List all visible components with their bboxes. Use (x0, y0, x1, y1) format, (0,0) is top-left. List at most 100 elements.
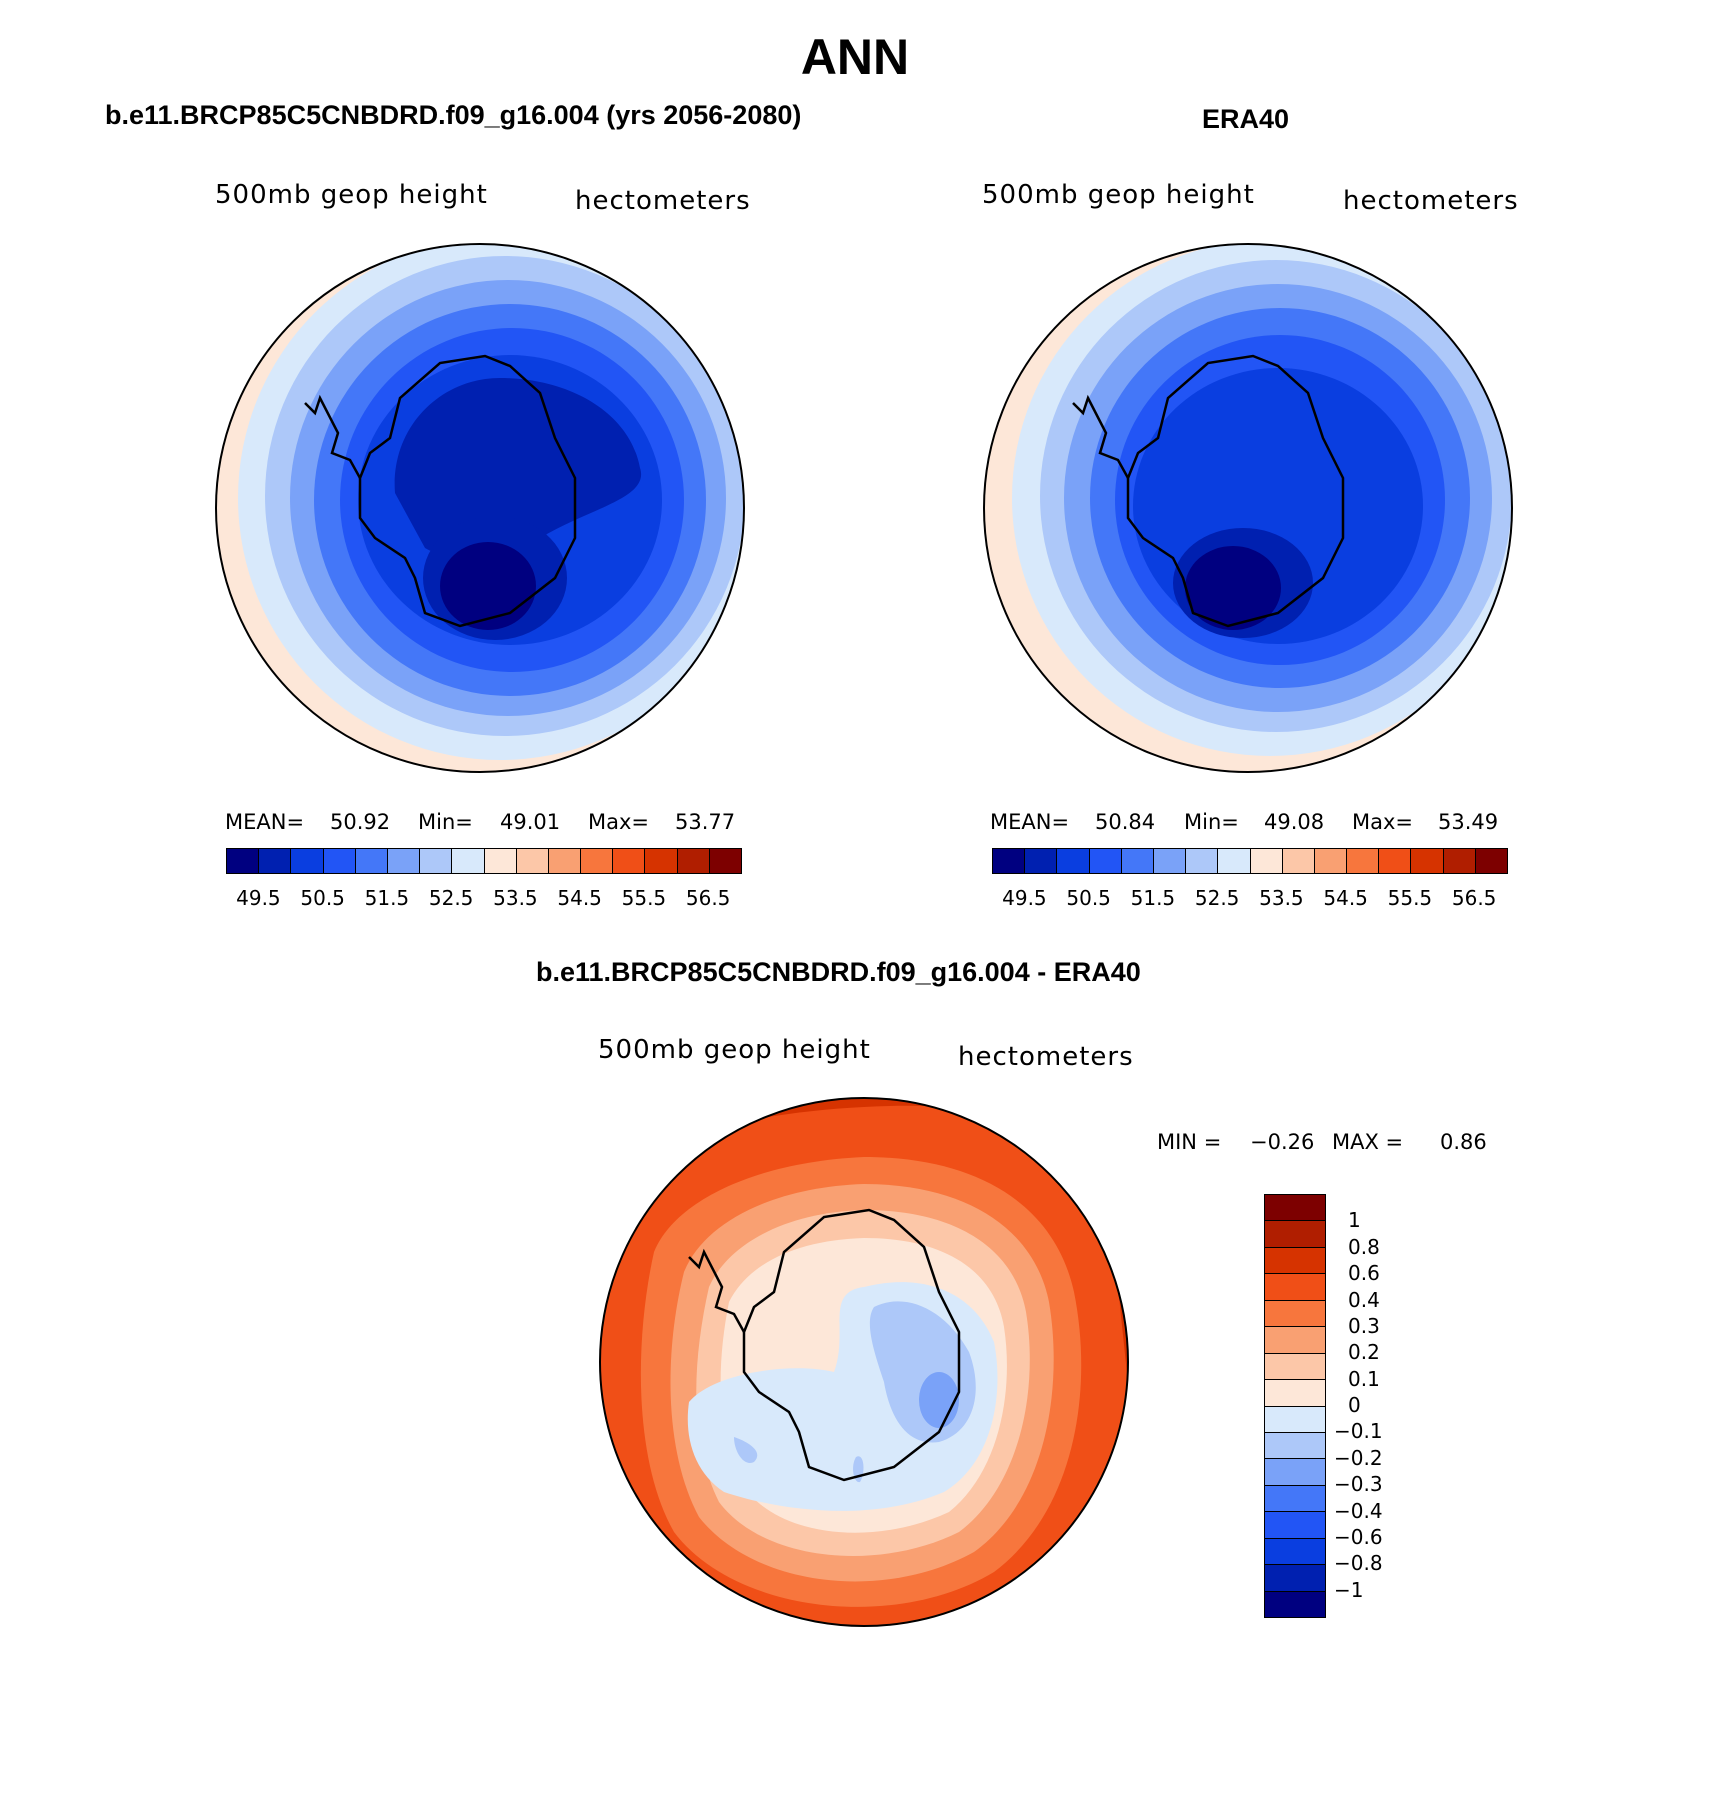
model-panel-title: b.e11.BRCP85C5CNBDRD.f09_g16.004 (yrs 20… (105, 100, 802, 130)
obs-colorbar-tick-label: 50.5 (1066, 886, 1111, 910)
diff-units-label: hectometers (958, 1042, 1134, 1072)
obs-colorbar-tick-label: 55.5 (1387, 886, 1433, 910)
diff-colorbar-box (1265, 1564, 1325, 1591)
diff-colorbar-box (1265, 1511, 1325, 1538)
model-max-label: Max= (588, 810, 650, 834)
model-colorbar-box (322, 849, 355, 873)
obs-colorbar-tick-label: 49.5 (1002, 886, 1047, 910)
obs-colorbar-box (1024, 849, 1057, 873)
model-colorbar-box (612, 849, 645, 873)
diff-colorbar-box (1265, 1431, 1325, 1459)
diff-min-value: −0.26 (1250, 1130, 1315, 1154)
model-colorbar-box (708, 849, 741, 873)
diff-colorbar-tick-label: −0.2 (1334, 1445, 1383, 1470)
diff-colorbar-box (1265, 1299, 1325, 1327)
model-colorbar-box (386, 849, 420, 873)
obs-mean-value: 50.84 (1095, 810, 1156, 834)
model-colorbar-tick-label: 56.5 (685, 886, 731, 910)
diff-colorbar-tick-label: 0.2 (1348, 1340, 1380, 1365)
diff-colorbar-tick-label: 0.6 (1348, 1261, 1380, 1286)
obs-colorbar (992, 848, 1508, 874)
obs-colorbar-box (1410, 849, 1443, 873)
obs-colorbar-box (1346, 849, 1379, 873)
diff-colorbar-box (1265, 1537, 1325, 1565)
model-colorbar-box (258, 849, 291, 873)
obs-colorbar-box (1120, 849, 1153, 873)
obs-colorbar-box (1281, 849, 1314, 873)
model-colorbar-box (483, 849, 516, 873)
diff-contour-field (600, 1098, 1128, 1626)
obs-colorbar-tick-label: 52.5 (1194, 886, 1240, 910)
obs-colorbar-box (993, 849, 1025, 873)
model-min-label: Min= (418, 810, 473, 834)
obs-min-label: Min= (1184, 810, 1239, 834)
model-contour-field (216, 244, 744, 772)
obs-colorbar-tick-label: 53.5 (1259, 886, 1304, 910)
diff-colorbar-box (1265, 1405, 1325, 1432)
model-colorbar-tick-label: 51.5 (364, 886, 410, 910)
obs-colorbar-box (1217, 849, 1250, 873)
model-polar-map (215, 243, 745, 773)
obs-mean-label: MEAN= (990, 810, 1070, 834)
obs-variable-label: 500mb geop height (982, 180, 1255, 210)
diff-colorbar-tick-label: −0.3 (1334, 1472, 1383, 1497)
obs-min-value: 49.08 (1264, 810, 1325, 834)
model-colorbar-box (644, 849, 677, 873)
model-colorbar-tick-label: 54.5 (557, 886, 602, 910)
diff-colorbar-box (1265, 1326, 1325, 1353)
obs-colorbar-box (1378, 849, 1411, 873)
diff-colorbar-tick-label: −0.6 (1334, 1524, 1383, 1549)
model-colorbar-tick-label: 50.5 (300, 886, 345, 910)
figure-title: ANN (800, 29, 910, 85)
model-colorbar-tick-label: 52.5 (428, 886, 474, 910)
diff-colorbar-tick-label: 0 (1348, 1393, 1361, 1417)
diff-colorbar-ticks: 1 0.8 0.6 0.4 0.3 0.2 0.1 0 −0.1 −0.2 −0.3 −0.4 −0.6… (1334, 1194, 1454, 1616)
model-colorbar-box (676, 849, 709, 873)
obs-colorbar-ticks: 49.5 50.5 51.5 52.5 53.5 54.5 55.5 56.5 (992, 886, 1506, 912)
obs-max-label: Max= (1352, 810, 1414, 834)
model-colorbar-box (354, 849, 387, 873)
diff-variable-label: 500mb geop height (598, 1035, 871, 1065)
obs-colorbar-box (1056, 849, 1089, 873)
model-min-value: 49.01 (500, 810, 561, 834)
model-colorbar-ticks: 49.5 50.5 51.5 52.5 53.5 54.5 55.5 56.5 (226, 886, 740, 912)
obs-panel-title: ERA40 (1202, 104, 1290, 134)
obs-colorbar-tick-label: 56.5 (1451, 886, 1497, 910)
diff-colorbar-tick-label: 0.4 (1348, 1287, 1380, 1312)
obs-colorbar-tick-label: 51.5 (1130, 886, 1176, 910)
diff-colorbar-box (1265, 1195, 1325, 1221)
diff-colorbar-tick-label: 0.8 (1348, 1234, 1380, 1259)
diff-colorbar-tick-label: −0.1 (1334, 1419, 1383, 1444)
model-colorbar-tick-label: 55.5 (621, 886, 667, 910)
model-colorbar-tick-label: 53.5 (493, 886, 538, 910)
model-colorbar-box (227, 849, 259, 873)
obs-polar-map (983, 243, 1513, 773)
diff-colorbar-box (1265, 1379, 1325, 1406)
diff-colorbar-box (1265, 1590, 1325, 1617)
model-colorbar-box (451, 849, 484, 873)
diff-colorbar-tick-label: 0.3 (1348, 1313, 1380, 1338)
diff-colorbar-tick-label: 0.1 (1348, 1366, 1380, 1391)
obs-colorbar-box (1313, 849, 1347, 873)
diff-min-label: MIN = (1157, 1130, 1222, 1154)
diff-polar-map (599, 1097, 1129, 1627)
model-colorbar-box (290, 849, 323, 873)
model-colorbar-box (515, 849, 548, 873)
model-colorbar-box (419, 849, 452, 873)
diff-colorbar-box (1265, 1246, 1325, 1274)
model-colorbar-box (580, 849, 613, 873)
obs-colorbar-box (1249, 849, 1282, 873)
diff-colorbar-box (1265, 1273, 1325, 1300)
obs-colorbar-box (1088, 849, 1121, 873)
model-colorbar (226, 848, 742, 874)
model-units-label: hectometers (575, 186, 751, 216)
diff-colorbar-tick-label: −0.8 (1334, 1551, 1383, 1576)
obs-colorbar-box (1442, 849, 1475, 873)
obs-units-label: hectometers (1343, 186, 1519, 216)
diff-max-label: MAX = (1332, 1130, 1404, 1154)
model-mean-value: 50.92 (330, 810, 391, 834)
obs-colorbar-box (1185, 849, 1218, 873)
model-colorbar-tick-label: 49.5 (236, 886, 281, 910)
diff-colorbar-box (1265, 1484, 1325, 1512)
model-mean-label: MEAN= (225, 810, 305, 834)
